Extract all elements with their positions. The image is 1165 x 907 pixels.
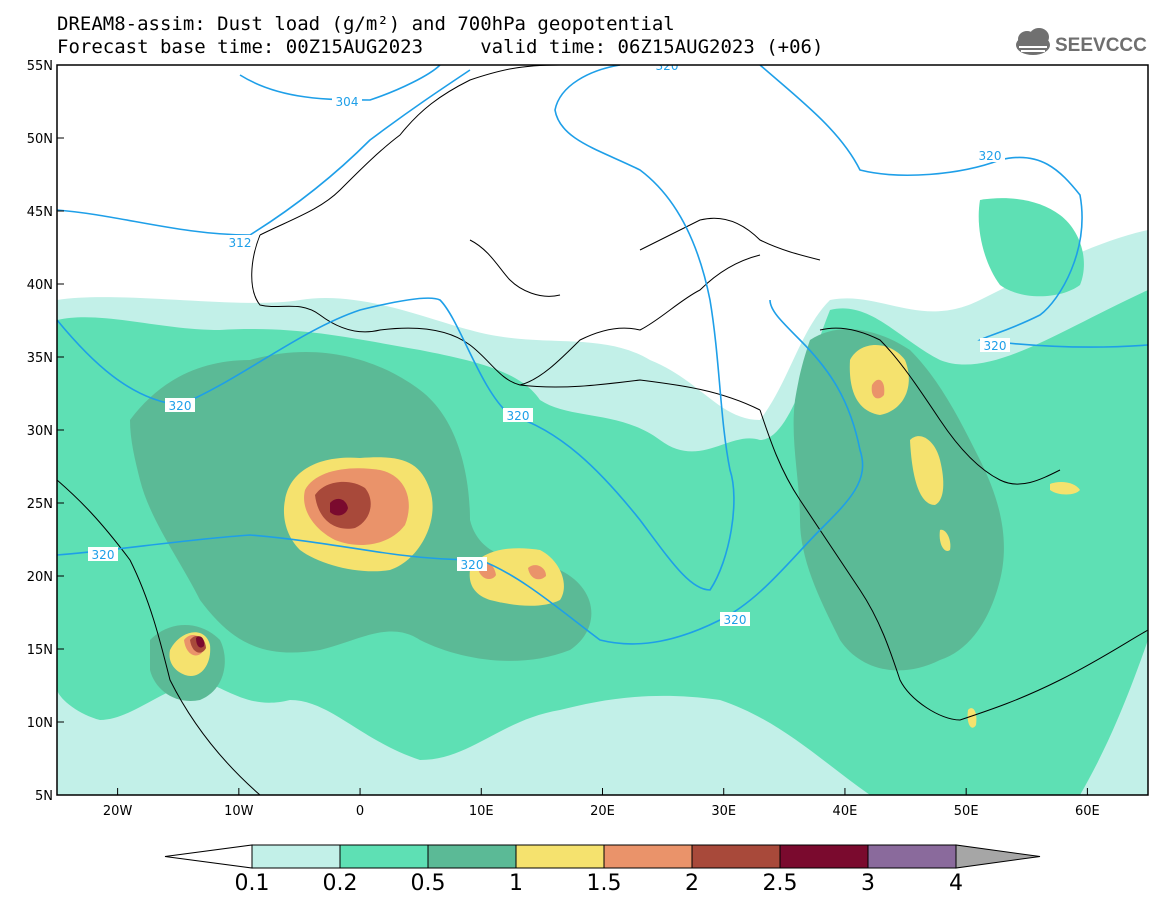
lon-tick-label: 0	[356, 804, 364, 819]
colorbar-level-label: 1	[509, 871, 523, 896]
lat-tick-label: 50N	[27, 132, 53, 147]
contour-label-304-text: 304	[336, 95, 359, 109]
logo-text: SEEVCCC	[1055, 35, 1147, 56]
colorbar-swatch	[779, 844, 869, 869]
map-title: DREAM8-assim: Dust load (g/m²) and 700hP…	[57, 13, 675, 35]
colorbar-swatch	[251, 844, 341, 869]
lat-tick-label: 25N	[27, 497, 53, 512]
colorbar-swatch	[339, 844, 429, 869]
lat-tick-label: 55N	[27, 59, 53, 74]
colorbar-level-label: 4	[949, 871, 963, 896]
colorbar-swatch	[427, 844, 517, 869]
lon-tick-label: 20E	[590, 804, 615, 819]
colorbar-level-label: 0.2	[323, 871, 358, 896]
colorbar-over-triangle	[955, 844, 1041, 869]
contour-label-312-text: 312	[229, 236, 252, 250]
lon-tick-label: 10E	[469, 804, 494, 819]
colorbar-level-label: 3	[861, 871, 875, 896]
colorbar-swatch	[867, 844, 957, 869]
contour-label-320-d-text: 320	[461, 558, 484, 572]
colorbar-swatch	[603, 844, 693, 869]
contour-label-320-b: 320	[503, 408, 533, 423]
map-subtitle: Forecast base time: 00Z15AUG2023 valid t…	[57, 36, 824, 58]
latitude-axis: 55N 50N 45N 40N 35N 30N 25N 20N 15N 10N 5N	[27, 59, 64, 804]
lat-tick-label: 5N	[35, 789, 53, 804]
contour-label-320-g-text: 320	[984, 339, 1007, 353]
lon-tick-label: 40E	[833, 804, 858, 819]
contour-label-320-b-text: 320	[507, 409, 530, 423]
dust-level-2.5	[196, 498, 348, 648]
contour-label-320-c-text: 320	[92, 548, 115, 562]
lat-tick-label: 10N	[27, 716, 53, 731]
colorbar-swatch	[515, 844, 605, 869]
contour-label-320-f-text: 320	[979, 149, 1002, 163]
contour-label-320-a: 320	[165, 398, 195, 413]
contour-label-320-h-text: 320	[656, 59, 679, 73]
colorbar-swatch	[691, 844, 781, 869]
contour-label-320-h: 320	[652, 59, 682, 73]
contour-label-312: 312	[225, 235, 255, 250]
colorbar-level-label: 0.1	[235, 871, 270, 896]
cloud-icon	[1016, 28, 1050, 55]
lat-tick-label: 20N	[27, 570, 53, 585]
contour-label-320-c: 320	[88, 547, 118, 562]
colorbar-level-label: 1.5	[587, 871, 622, 896]
coastlines	[57, 65, 1148, 795]
lon-tick-label: 30E	[711, 804, 736, 819]
contour-label-320-d: 320	[457, 557, 487, 572]
lat-tick-label: 15N	[27, 643, 53, 658]
lat-tick-label: 30N	[27, 424, 53, 439]
contour-label-320-f: 320	[975, 148, 1005, 163]
contour-label-320-e-text: 320	[724, 613, 747, 627]
lon-tick-label: 20W	[103, 804, 133, 819]
lat-tick-label: 40N	[27, 278, 53, 293]
contour-label-304: 304	[332, 94, 362, 109]
lon-tick-label: 10W	[224, 804, 254, 819]
colorbar-level-label: 2	[685, 871, 699, 896]
colorbar-level-label: 2.5	[763, 871, 798, 896]
contour-label-320-e: 320	[720, 612, 750, 627]
colorbar: 0.1 0.2 0.5 1 1.5 2 2.5 3 4	[164, 844, 1041, 896]
contour-label-320-a-text: 320	[169, 399, 192, 413]
lon-tick-label: 60E	[1075, 804, 1100, 819]
lat-tick-label: 45N	[27, 205, 53, 220]
colorbar-under-triangle	[164, 844, 253, 869]
longitude-axis: 20W 10W 0 10E 20E 30E 40E 50E 60E	[103, 788, 1100, 819]
lon-tick-label: 50E	[954, 804, 979, 819]
colorbar-level-label: 0.5	[411, 871, 446, 896]
contour-label-320-g: 320	[980, 338, 1010, 353]
seevccc-logo: SEEVCCC	[1016, 28, 1147, 56]
lat-tick-label: 35N	[27, 351, 53, 366]
map-plot-area: 304 312 320 320 320 320 320 320	[57, 59, 1148, 795]
